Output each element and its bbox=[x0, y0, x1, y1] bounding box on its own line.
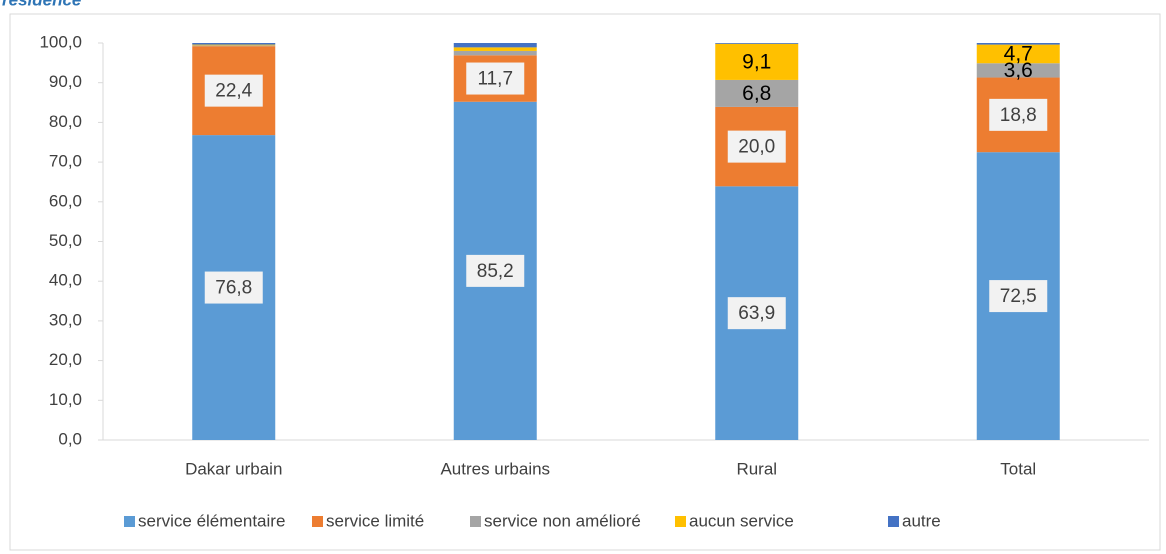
y-tick-label: 60,0 bbox=[49, 191, 82, 210]
legend-label: service limité bbox=[326, 511, 424, 530]
data-label: 4,7 bbox=[1004, 42, 1033, 65]
x-tick-label: Dakar urbain bbox=[185, 459, 282, 478]
y-tick-label: 30,0 bbox=[49, 310, 82, 329]
bar-segment bbox=[715, 43, 799, 80]
data-label: 6,8 bbox=[742, 82, 771, 105]
data-label: 22,4 bbox=[215, 81, 252, 102]
data-label: 11,7 bbox=[477, 69, 513, 90]
y-tick-label: 50,0 bbox=[49, 231, 82, 250]
data-label: 20,0 bbox=[738, 137, 775, 158]
bar-segment bbox=[976, 44, 1060, 64]
data-label-box bbox=[466, 62, 525, 95]
data-label-box bbox=[727, 297, 786, 330]
data-label-box bbox=[727, 130, 786, 163]
y-tick-label: 0,0 bbox=[58, 429, 82, 448]
chart-title: résidence bbox=[2, 0, 81, 9]
y-tick-label: 80,0 bbox=[49, 112, 82, 131]
data-label: 76,8 bbox=[215, 278, 252, 299]
data-label: 63,9 bbox=[738, 303, 775, 324]
legend-swatch bbox=[312, 516, 323, 527]
y-tick-label: 100,0 bbox=[39, 32, 82, 51]
legend-label: service non amélioré bbox=[484, 511, 641, 530]
y-tick-label: 10,0 bbox=[49, 390, 82, 409]
data-label: 18,8 bbox=[1000, 105, 1037, 126]
bar-segment bbox=[453, 50, 537, 56]
bar-segment bbox=[192, 43, 276, 45]
y-tick-label: 70,0 bbox=[49, 152, 82, 171]
data-label: 72,5 bbox=[1000, 286, 1037, 307]
x-tick-label: Rural bbox=[736, 459, 777, 478]
data-label-box bbox=[989, 280, 1048, 313]
data-label: 85,2 bbox=[477, 261, 514, 282]
data-label-box bbox=[204, 271, 263, 304]
y-tick-label: 20,0 bbox=[49, 350, 82, 369]
y-tick-label: 40,0 bbox=[49, 271, 82, 290]
data-label-box bbox=[466, 254, 525, 287]
data-label-box bbox=[989, 98, 1048, 131]
bar-segment bbox=[976, 43, 1060, 45]
legend-swatch bbox=[470, 516, 481, 527]
legend-label: service élémentaire bbox=[138, 511, 285, 530]
bar-segment bbox=[715, 79, 799, 107]
legend-label: autre bbox=[902, 511, 941, 530]
legend-swatch bbox=[675, 516, 686, 527]
data-label-box bbox=[204, 74, 263, 107]
legend-swatch bbox=[888, 516, 899, 527]
data-label: 9,1 bbox=[742, 50, 771, 73]
bar-segment bbox=[976, 63, 1060, 78]
bar-segment bbox=[715, 43, 799, 44]
bar-segment bbox=[192, 45, 276, 47]
x-tick-label: Total bbox=[1000, 459, 1036, 478]
data-label: 3,6 bbox=[1004, 59, 1033, 82]
bar-segment bbox=[192, 44, 276, 46]
legend-label: aucun service bbox=[689, 511, 794, 530]
bar-segment bbox=[453, 47, 537, 51]
x-tick-label: Autres urbains bbox=[440, 459, 550, 478]
legend-swatch bbox=[124, 516, 135, 527]
bar-segment bbox=[453, 43, 537, 48]
y-tick-label: 90,0 bbox=[49, 72, 82, 91]
